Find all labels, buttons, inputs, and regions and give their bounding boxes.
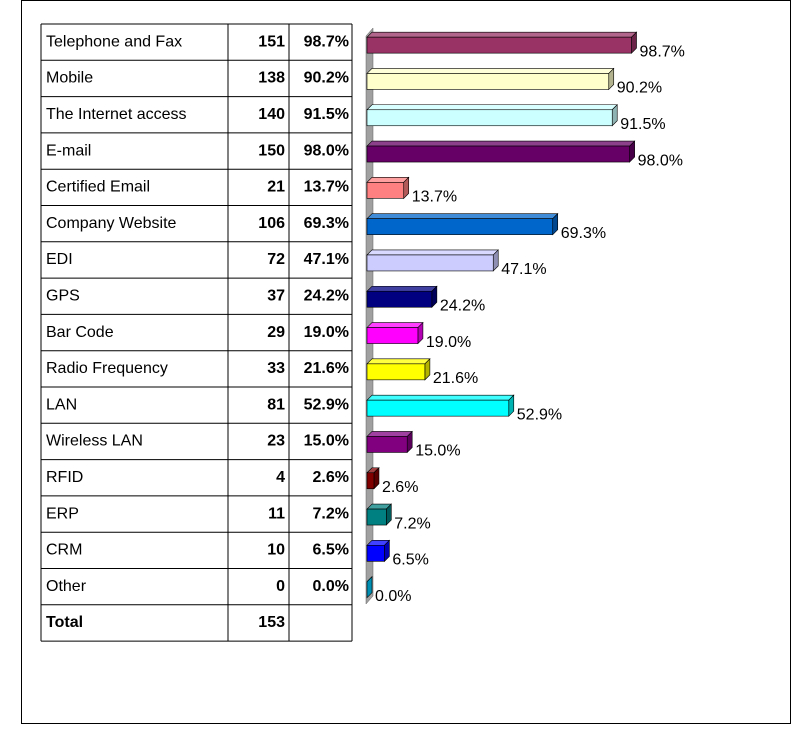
row-percent: 69.3% — [304, 215, 349, 232]
row-label: E-mail — [46, 142, 91, 159]
bar-top — [366, 394, 515, 401]
bar — [366, 545, 385, 562]
row-percent: 2.6% — [313, 469, 349, 486]
bar — [366, 73, 610, 90]
row-count: 37 — [267, 287, 285, 304]
row-count: 29 — [267, 324, 285, 341]
data-label: 15.0% — [415, 443, 460, 460]
total-count: 153 — [258, 614, 285, 631]
data-label: 98.0% — [638, 152, 683, 169]
row-percent: 7.2% — [313, 505, 349, 522]
row-percent: 52.9% — [304, 396, 349, 413]
row-label: Telephone and Fax — [46, 33, 182, 50]
data-label: 91.5% — [620, 116, 665, 133]
data-label: 13.7% — [412, 189, 457, 206]
row-count: 138 — [258, 70, 285, 87]
row-count: 151 — [258, 33, 285, 50]
bar — [366, 109, 613, 127]
bar-side — [366, 575, 373, 599]
row-label: Radio Frequency — [46, 360, 168, 377]
row-percent: 98.0% — [304, 142, 349, 159]
row-percent: 21.6% — [304, 360, 349, 377]
data-label: 24.2% — [440, 297, 485, 314]
row-percent: 13.7% — [304, 179, 349, 196]
data-label: 7.2% — [394, 515, 430, 532]
row-percent: 90.2% — [304, 70, 349, 87]
row-label: Certified Email — [46, 179, 150, 196]
row-count: 21 — [267, 179, 285, 196]
row-count: 23 — [267, 433, 285, 450]
row-label: RFID — [46, 469, 83, 486]
bar — [366, 436, 408, 453]
row-count: 4 — [276, 469, 285, 486]
bar — [366, 399, 510, 417]
bar-top — [366, 322, 424, 328]
bar — [366, 36, 632, 54]
row-percent: 0.0% — [313, 578, 349, 595]
row-percent: 6.5% — [313, 542, 349, 559]
row-count: 10 — [267, 542, 285, 559]
row-percent: 24.2% — [304, 287, 349, 304]
row-count: 0 — [276, 578, 285, 595]
data-label: 52.9% — [517, 406, 562, 423]
bar — [366, 327, 419, 344]
bar-top — [366, 431, 413, 437]
bar — [366, 290, 433, 308]
bar-top — [366, 104, 618, 111]
row-count: 150 — [258, 142, 285, 159]
data-label: 6.5% — [392, 552, 428, 569]
data-label: 19.0% — [426, 334, 471, 351]
bar — [366, 363, 426, 381]
bar — [366, 254, 494, 272]
row-label: Mobile — [46, 70, 93, 87]
row-count: 33 — [267, 360, 285, 377]
bar — [366, 508, 387, 526]
bar-top — [366, 31, 638, 38]
row-percent: 15.0% — [304, 433, 349, 450]
row-label: Company Website — [46, 215, 177, 232]
bar-top — [366, 140, 636, 147]
bar — [366, 472, 375, 490]
row-count: 106 — [258, 215, 285, 232]
row-label: GPS — [46, 287, 80, 304]
axis-wall — [365, 27, 374, 605]
row-count: 140 — [258, 106, 285, 123]
row-label: CRM — [46, 542, 82, 559]
bar — [366, 218, 554, 235]
bar-top — [366, 177, 410, 183]
row-label: Bar Code — [46, 324, 114, 341]
row-label: LAN — [46, 396, 77, 413]
row-percent: 47.1% — [304, 251, 349, 268]
row-count: 81 — [267, 396, 285, 413]
row-percent: 98.7% — [304, 33, 349, 50]
row-label: Other — [46, 578, 87, 595]
data-label: 0.0% — [375, 588, 411, 605]
total-label: Total — [46, 614, 83, 631]
data-label: 21.6% — [433, 370, 478, 387]
row-count: 72 — [267, 251, 285, 268]
row-label: The Internet access — [46, 106, 187, 123]
row-percent: 19.0% — [304, 324, 349, 341]
data-label: 47.1% — [501, 261, 546, 278]
bar — [366, 145, 630, 163]
bar-top — [366, 213, 559, 219]
data-label: 98.7% — [640, 43, 685, 60]
bar-top — [366, 285, 438, 292]
bar-top — [366, 358, 431, 365]
bar-top — [366, 249, 499, 256]
row-percent: 91.5% — [304, 106, 349, 123]
data-label: 90.2% — [617, 80, 662, 97]
row-label: Wireless LAN — [46, 433, 143, 450]
row-label: ERP — [46, 505, 79, 522]
bar — [366, 182, 405, 199]
row-count: 11 — [268, 505, 285, 522]
row-label: EDI — [46, 251, 73, 268]
data-label: 69.3% — [561, 225, 606, 242]
data-label: 2.6% — [382, 479, 418, 496]
bar-top — [366, 68, 615, 74]
